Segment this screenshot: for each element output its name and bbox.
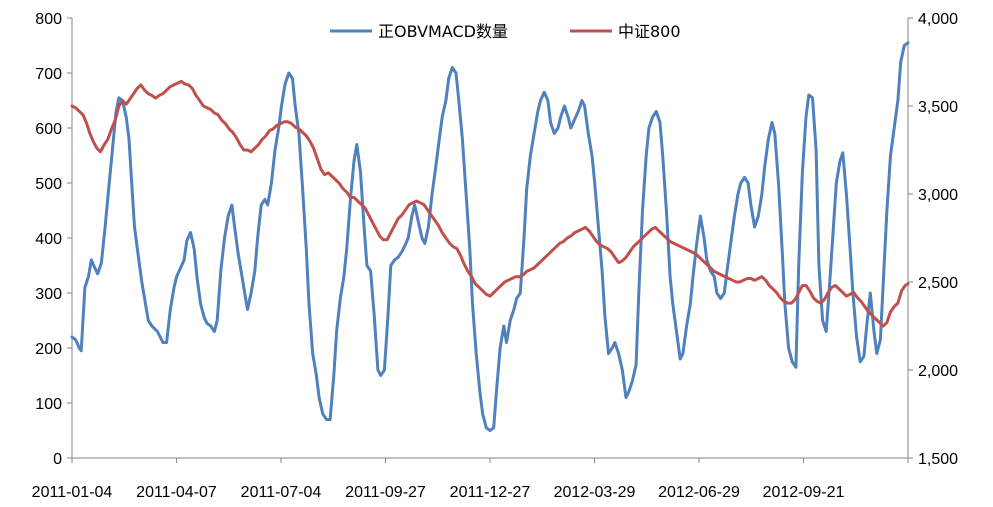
chart-legend: 正OBVMACD数量 中证800 (330, 22, 681, 41)
x-tick-label: 2012-09-21 (763, 484, 845, 501)
x-tick-label: 2011-01-04 (32, 484, 113, 501)
right-tick-label: 3,500 (918, 99, 958, 116)
series-line-1 (70, 79, 910, 328)
x-tick-label: 2011-09-27 (345, 484, 426, 501)
x-tick-label: 2011-04-07 (136, 484, 217, 501)
left-tick-label: 600 (35, 121, 62, 138)
series-line-0 (70, 41, 910, 432)
chart-axes: 0 100 200 300 400 500 600 700 800 1,500 2,000 2,500… (32, 11, 958, 501)
legend-label-csi800: 中证800 (618, 22, 681, 41)
left-tick-label: 100 (35, 396, 62, 413)
x-tick-label: 2012-06-29 (658, 484, 740, 501)
left-tick-label: 300 (35, 286, 62, 303)
right-tick-label: 3,000 (918, 187, 958, 204)
left-tick-label: 700 (35, 66, 62, 83)
right-tick-label: 2,000 (918, 363, 958, 380)
left-tick-label: 200 (35, 341, 62, 358)
x-tick-label: 2011-07-04 (241, 484, 322, 501)
left-tick-label: 0 (53, 451, 62, 468)
left-tick-label: 500 (35, 176, 62, 193)
right-tick-label: 4,000 (918, 11, 958, 28)
left-tick-label: 400 (35, 231, 62, 248)
x-tick-label: 2011-12-27 (450, 484, 531, 501)
right-tick-label: 2,500 (918, 275, 958, 292)
left-tick-label: 800 (35, 11, 62, 28)
right-tick-label: 1,500 (918, 451, 958, 468)
chart-series-lines (70, 41, 910, 432)
legend-label-obvmacd: 正OBVMACD数量 (378, 22, 508, 41)
x-tick-label: 2012-03-29 (554, 484, 636, 501)
